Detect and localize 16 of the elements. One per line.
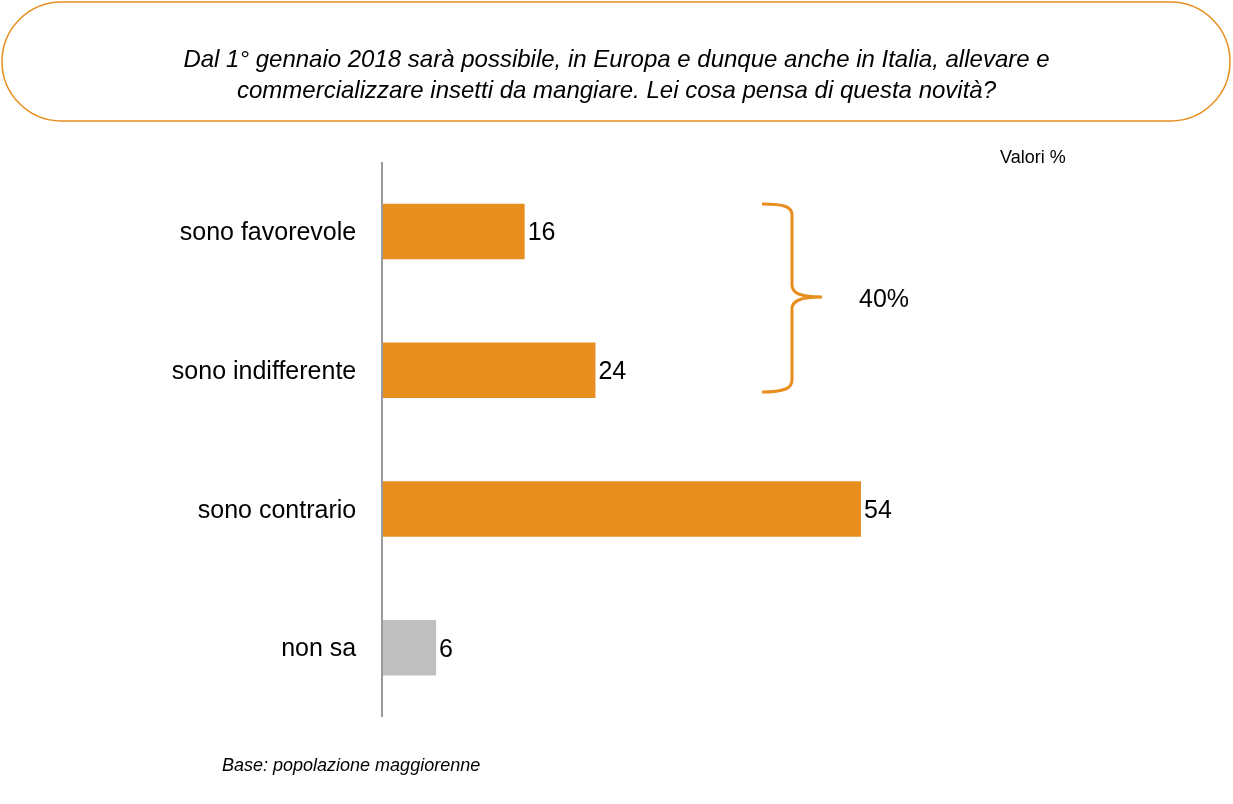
y-tick-label: sono indifferente xyxy=(171,355,357,384)
data-label: 6 xyxy=(439,633,454,662)
y-tick-label: sono favorevole xyxy=(179,217,357,246)
chart-title: Dal 1° gennaio 2018 sarà possibile, in Europa e dunque anche in Italia, allevare e commercializzare insetti da mangiare. Lei cosa pensa di questa novità? xyxy=(183,45,1050,104)
y-tick-label: non sa xyxy=(281,633,357,662)
text: Base: popolazione maggiorenne xyxy=(222,755,481,775)
text: Valori % xyxy=(1000,147,1066,167)
data-label: 54 xyxy=(864,494,892,523)
bar xyxy=(383,342,596,398)
data-label: 16 xyxy=(527,217,556,246)
data-label: 24 xyxy=(598,356,627,385)
annotation: 40% xyxy=(859,284,910,312)
bar xyxy=(383,481,861,537)
bar xyxy=(383,203,525,260)
bar xyxy=(383,619,437,676)
y-tick-label: sono contrario xyxy=(197,494,357,523)
